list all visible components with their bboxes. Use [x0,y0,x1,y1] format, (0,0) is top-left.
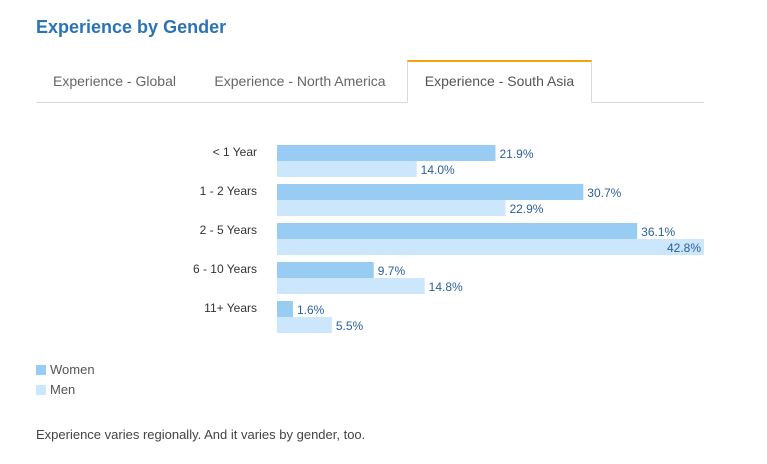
bar-men [277,317,332,333]
data-label-men: 5.5% [336,319,364,333]
data-label-women: 1.6% [297,303,325,317]
bar-men [277,239,704,255]
chart-legend: Women Men [36,360,95,400]
category-label: 2 - 5 Years [200,223,257,237]
data-label-women: 9.7% [378,264,406,278]
legend-label-men: Men [50,382,76,397]
footer-note: Experience varies regionally. And it var… [36,427,366,442]
bar-women [277,262,374,278]
tab-experience-north-america[interactable]: Experience - North America [214,73,386,89]
data-label-women: 36.1% [641,225,675,239]
tab-bar: Experience - Global Experience - North A… [36,60,704,103]
bar-women [277,223,638,239]
data-label-men: 14.0% [421,163,455,177]
experience-bar-chart: < 1 Year 21.9% 14.0% 1 - 2 Years 30.7% 22.9% 2… [193,145,704,333]
legend-item-men[interactable]: Men [36,380,95,400]
legend-label-women: Women [50,362,95,377]
tab-experience-global[interactable]: Experience - Global [53,73,176,89]
legend-swatch-men [36,385,46,395]
data-label-men: 22.9% [509,202,543,216]
category-label: 1 - 2 Years [200,184,257,198]
bar-women [277,301,293,317]
bar-men [277,278,425,294]
legend-swatch-women [36,365,46,375]
bar-women [277,184,584,200]
bar-men [277,161,417,177]
category-label: 11+ Years [204,301,257,315]
data-label-men: 14.8% [429,280,463,294]
category-label: < 1 Year [213,145,257,159]
data-label-men: 42.8% [667,241,701,255]
data-label-women: 30.7% [587,186,621,200]
bar-women [277,145,496,161]
category-label: 6 - 10 Years [193,262,257,276]
bar-men [277,200,506,216]
page-title: Experience by Gender [36,17,227,37]
legend-item-women[interactable]: Women [36,360,95,380]
tab-experience-south-asia[interactable]: Experience - South Asia [407,60,592,103]
data-label-women: 21.9% [499,147,533,161]
